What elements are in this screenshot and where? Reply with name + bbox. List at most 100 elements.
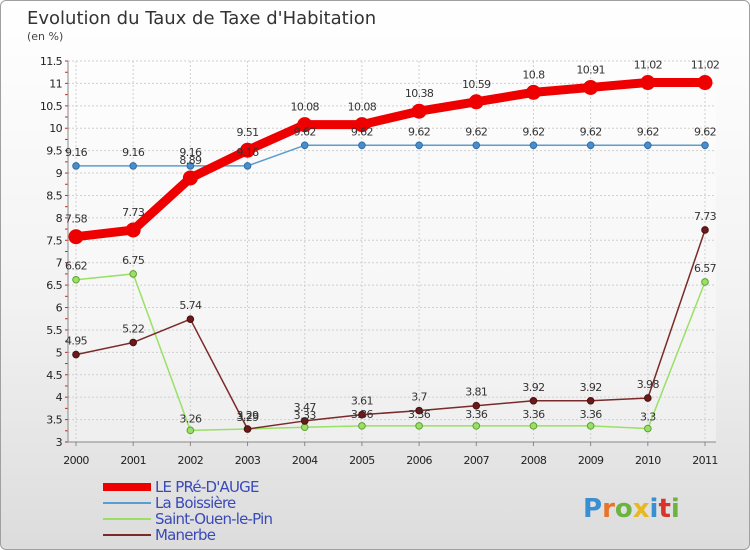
data-point-1 bbox=[72, 162, 80, 170]
y-tick-label: 9.5 bbox=[46, 145, 62, 158]
data-label-1: 9.62 bbox=[294, 125, 316, 138]
data-labels: 7.58 7.73 8.89 9.51 10.08 10.08 10.38 10.59 10.8… bbox=[65, 59, 720, 426]
data-point-3 bbox=[586, 396, 595, 405]
data-point-1 bbox=[358, 141, 366, 150]
data-point-2 bbox=[586, 422, 595, 430]
x-tick-label: 2004 bbox=[292, 454, 318, 467]
legend-label-3: Manerbe bbox=[155, 526, 216, 544]
data-point-2 bbox=[472, 422, 481, 430]
data-point-1 bbox=[586, 141, 595, 150]
data-point-3 bbox=[529, 396, 538, 405]
unit-label: (en %) bbox=[27, 30, 63, 43]
data-label-2: 3.36 bbox=[351, 408, 374, 421]
data-point-2 bbox=[358, 422, 366, 430]
data-label-3: 3.98 bbox=[637, 378, 660, 391]
data-label-0: 9.51 bbox=[236, 126, 258, 139]
data-point-0 bbox=[525, 84, 541, 100]
y-tick-label: 6.5 bbox=[46, 279, 62, 292]
series-line-1 bbox=[75, 144, 706, 167]
data-label-0: 10.08 bbox=[348, 101, 377, 114]
y-tick-label: 4.5 bbox=[46, 369, 62, 382]
data-label-2: 3.29 bbox=[236, 411, 259, 424]
data-label-3: 3.7 bbox=[411, 391, 427, 404]
x-tick-label: 2002 bbox=[178, 454, 204, 467]
data-label-0: 11.02 bbox=[691, 59, 720, 72]
data-point-1 bbox=[300, 141, 309, 150]
data-point-3 bbox=[644, 394, 652, 402]
legend-label-2: Saint-Ouen-le-Pin bbox=[155, 510, 272, 528]
y-tick-label: 3 bbox=[56, 436, 63, 449]
data-point-0 bbox=[640, 75, 656, 91]
data-point-2 bbox=[415, 422, 423, 430]
data-label-2: 6.62 bbox=[65, 260, 87, 273]
y-tick-label: 3.5 bbox=[46, 414, 62, 427]
x-tick-label: 2007 bbox=[463, 454, 489, 467]
y-tick-label: 10 bbox=[49, 122, 62, 135]
data-point-1 bbox=[644, 141, 652, 150]
logo-letter: P bbox=[583, 494, 602, 524]
x-tick-label: 2001 bbox=[120, 454, 146, 467]
data-label-3: 4.95 bbox=[65, 335, 88, 348]
data-label-3: 5.74 bbox=[179, 299, 202, 312]
logo-letter: r bbox=[602, 494, 615, 524]
data-label-0: 11.02 bbox=[634, 59, 663, 72]
data-label-1: 9.62 bbox=[637, 125, 659, 138]
data-label-2: 3.36 bbox=[408, 408, 431, 421]
data-point-0 bbox=[297, 117, 313, 133]
data-label-3: 3.61 bbox=[351, 395, 373, 408]
y-tick-label: 7.5 bbox=[46, 234, 62, 247]
legend-label-0: LE PRé-D'AUGE bbox=[155, 478, 259, 496]
data-label-1: 9.62 bbox=[522, 125, 544, 138]
x-tick-label: 2000 bbox=[63, 454, 89, 467]
data-label-2: 6.57 bbox=[694, 262, 717, 275]
data-point-2 bbox=[644, 424, 652, 433]
data-label-3: 3.47 bbox=[294, 401, 317, 414]
x-tick-label: 2008 bbox=[521, 454, 547, 467]
data-label-0: 8.89 bbox=[179, 154, 202, 167]
data-point-2 bbox=[72, 275, 80, 284]
data-label-0: 7.73 bbox=[122, 206, 145, 219]
data-point-0 bbox=[125, 222, 141, 238]
y-tick-label: 4 bbox=[56, 391, 63, 404]
axes: 33.544.555.566.577.588.599.51010.51111.5… bbox=[40, 55, 718, 467]
data-point-2 bbox=[701, 278, 709, 286]
data-point-3 bbox=[300, 417, 309, 425]
data-point-3 bbox=[243, 425, 252, 433]
logo-letter: i bbox=[650, 494, 659, 524]
data-point-1 bbox=[472, 141, 481, 150]
data-label-2: 3.3 bbox=[640, 411, 656, 424]
data-point-3 bbox=[472, 401, 481, 410]
data-label-3: 3.92 bbox=[580, 381, 602, 394]
data-label-3: 3.81 bbox=[465, 386, 487, 399]
data-point-3 bbox=[358, 410, 366, 419]
data-label-1: 9.16 bbox=[179, 146, 202, 159]
plot-area bbox=[68, 61, 716, 442]
data-point-0 bbox=[182, 170, 198, 186]
data-point-0 bbox=[697, 75, 713, 91]
data-point-1 bbox=[243, 162, 252, 170]
y-tick-label: 11 bbox=[49, 77, 62, 90]
data-label-3: 3.29 bbox=[236, 409, 259, 422]
series-line-2 bbox=[75, 273, 706, 432]
proxiti-logo: Proxiti bbox=[583, 494, 680, 524]
data-label-0: 10.08 bbox=[290, 101, 319, 114]
data-point-1 bbox=[529, 141, 538, 150]
data-label-2: 6.75 bbox=[122, 254, 145, 267]
data-point-2 bbox=[186, 426, 195, 435]
data-label-1: 9.62 bbox=[408, 125, 430, 138]
data-point-0 bbox=[354, 117, 370, 133]
logo-letter: o bbox=[615, 494, 633, 524]
data-label-3: 3.92 bbox=[522, 381, 544, 394]
data-label-2: 3.36 bbox=[522, 408, 545, 421]
legend-label-1: La Boissière bbox=[155, 494, 236, 512]
data-point-0 bbox=[411, 103, 427, 119]
data-point-3 bbox=[415, 406, 423, 415]
x-tick-label: 2011 bbox=[692, 454, 718, 467]
x-tick-label: 2003 bbox=[235, 454, 261, 467]
series-line-0 bbox=[71, 78, 710, 242]
logo-letter: i bbox=[671, 494, 680, 524]
data-point-0 bbox=[68, 229, 84, 245]
data-label-1: 9.16 bbox=[236, 146, 259, 159]
